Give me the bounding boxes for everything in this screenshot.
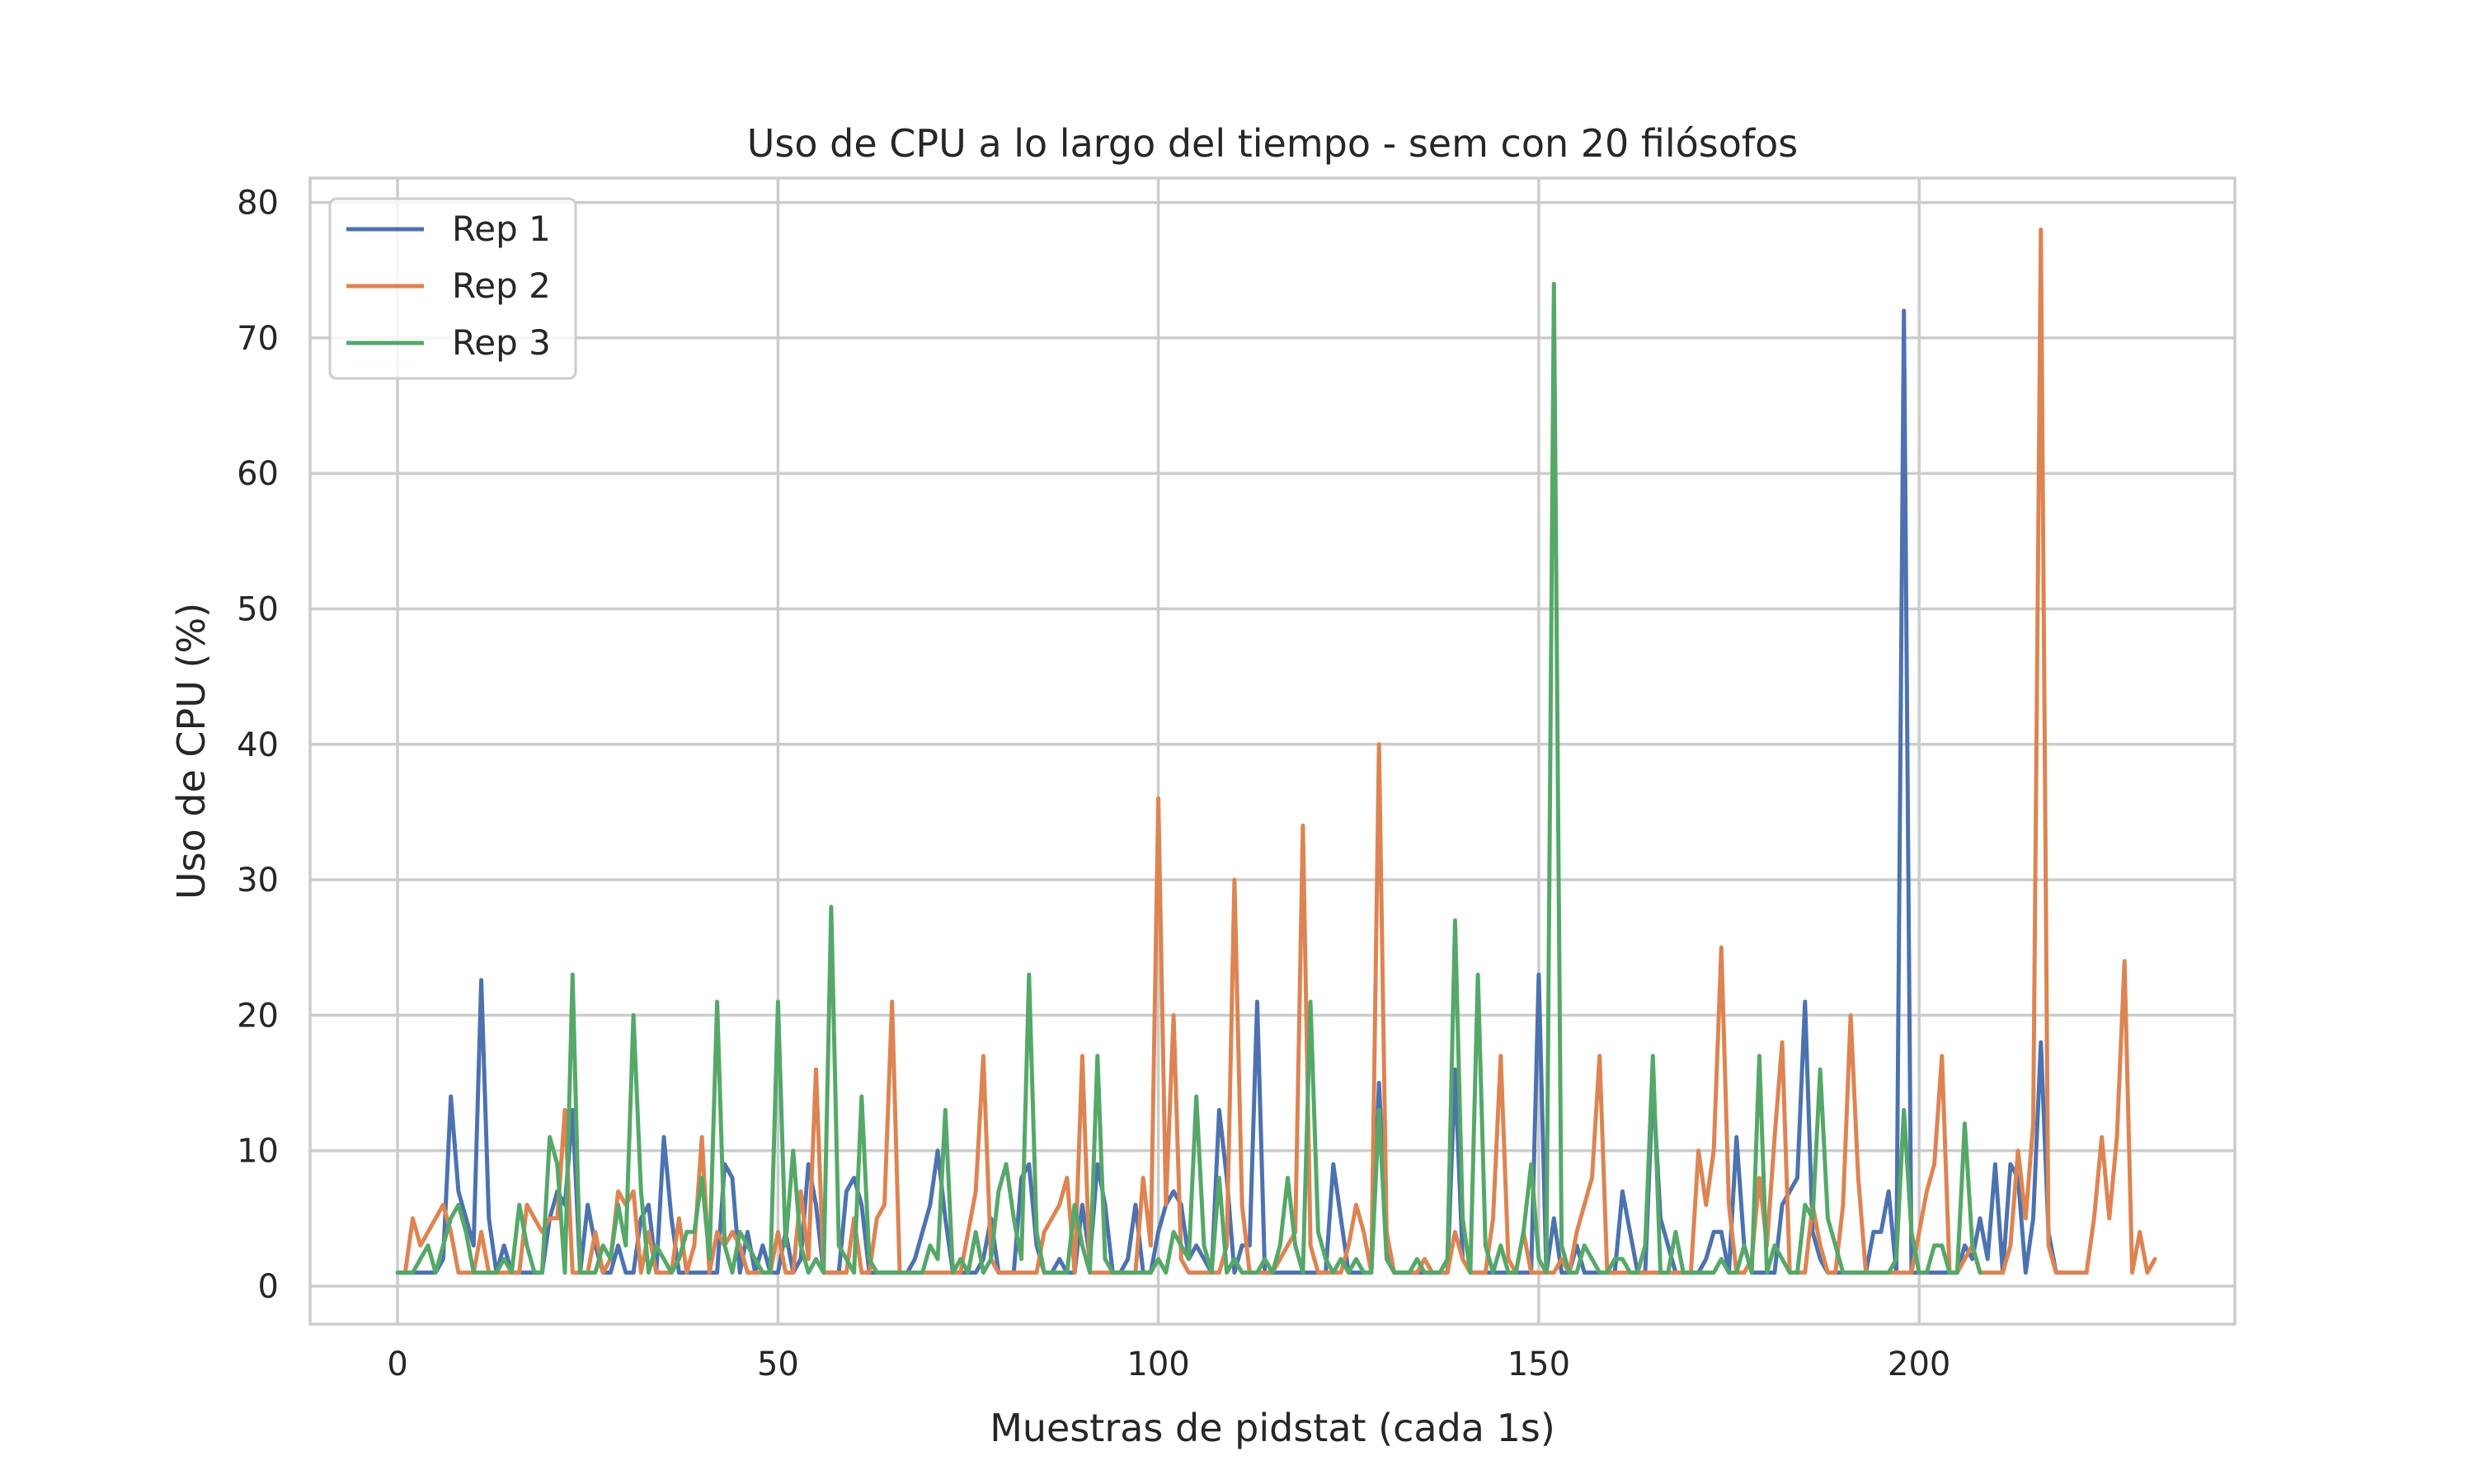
x-tick-label: 0 xyxy=(387,1345,407,1383)
y-axis-label: Uso de CPU (%) xyxy=(169,603,214,899)
x-axis-label: Muestras de pidstat (cada 1s) xyxy=(990,1406,1555,1450)
y-tick-label: 10 xyxy=(237,1133,279,1171)
legend-label-rep-1: Rep 1 xyxy=(452,209,551,249)
x-tick-label: 50 xyxy=(757,1345,799,1383)
legend: Rep 1 Rep 2 Rep 3 xyxy=(328,197,577,380)
x-axis-ticks: 0 50 100 150 200 xyxy=(387,1345,1950,1383)
chart-title: Uso de CPU a lo largo del tiempo - sem c… xyxy=(747,121,1798,166)
x-tick-label: 150 xyxy=(1507,1345,1570,1383)
series-line-rep-3 xyxy=(395,281,1982,1275)
legend-label-rep-3: Rep 3 xyxy=(452,322,551,363)
y-tick-label: 0 xyxy=(258,1268,279,1306)
grid xyxy=(310,178,2235,1324)
x-tick-label: 100 xyxy=(1126,1345,1189,1383)
y-tick-label: 40 xyxy=(237,726,279,764)
series-lines xyxy=(395,227,2157,1275)
y-tick-label: 80 xyxy=(237,185,279,223)
y-tick-label: 70 xyxy=(237,320,279,358)
y-tick-label: 30 xyxy=(237,862,279,899)
y-tick-label: 20 xyxy=(237,997,279,1035)
x-tick-label: 200 xyxy=(1888,1345,1950,1383)
plot-frame xyxy=(308,176,2236,1326)
y-tick-label: 50 xyxy=(237,591,279,629)
legend-box xyxy=(328,197,577,380)
legend-label-rep-2: Rep 2 xyxy=(452,265,551,306)
y-axis-ticks: 0 10 20 30 40 50 60 70 80 xyxy=(237,185,279,1306)
y-tick-label: 60 xyxy=(237,455,279,493)
